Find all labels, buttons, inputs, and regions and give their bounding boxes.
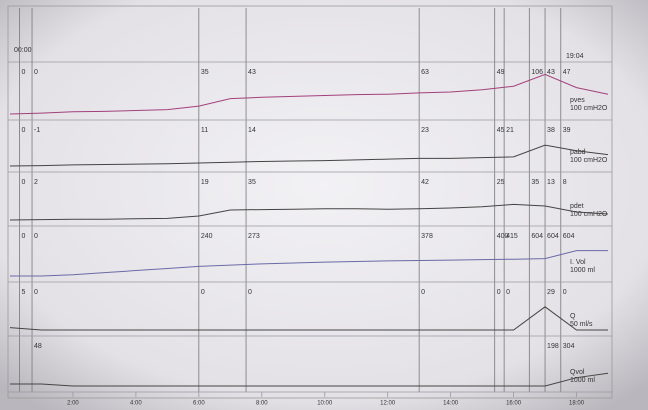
time-tick-label: 16:00 <box>506 401 522 407</box>
marker-label: 38 <box>547 127 555 134</box>
marker-label: 240 <box>201 233 213 240</box>
time-tick-label: 10:00 <box>317 401 333 407</box>
marker-label: 0 <box>201 289 205 296</box>
page: {"header": {"start": "00:00", "end": "19… <box>0 0 648 410</box>
marker-label: 63 <box>421 69 429 76</box>
marker-label: 2 <box>34 179 38 186</box>
marker-label: 0 <box>21 233 25 240</box>
marker-label: 21 <box>506 127 514 134</box>
channel-unit: 100 cmH2O <box>570 105 608 112</box>
marker-label: 0 <box>21 69 25 76</box>
marker-label: 23 <box>421 127 429 134</box>
channel-name: Q <box>570 313 576 320</box>
marker-label: 42 <box>421 179 429 186</box>
marker-label: 0 <box>21 127 25 134</box>
marker-label: 106 <box>531 69 543 76</box>
marker-label: 0 <box>34 69 38 76</box>
channel-name: I. Vol <box>570 259 586 266</box>
marker-label: 0 <box>421 289 425 296</box>
marker-label: 35 <box>248 179 256 186</box>
time-tick-label: 2:00 <box>67 401 79 407</box>
marker-label: 48 <box>34 343 42 350</box>
marker-label: 13 <box>547 179 555 186</box>
marker-label: 5 <box>21 289 25 296</box>
time-tick-label: 14:00 <box>443 401 459 407</box>
marker-label: 29 <box>547 289 555 296</box>
marker-label: 0 <box>497 289 501 296</box>
time-tick-label: 12:00 <box>380 401 396 407</box>
end-time: 19:04 <box>566 53 584 60</box>
marker-label: 604 <box>563 233 575 240</box>
marker-label: 304 <box>563 343 575 350</box>
marker-label: 415 <box>506 233 518 240</box>
marker-label: -1 <box>34 127 40 134</box>
marker-label: 198 <box>547 343 559 350</box>
marker-label: 0 <box>506 289 510 296</box>
marker-label: 47 <box>563 69 571 76</box>
marker-label: 8 <box>563 179 567 186</box>
urodynamic-chart: 00:00 19:04 2:00 4:00 6:00 8:00 10:00 12:00 14… <box>0 0 648 410</box>
marker-label: 11 <box>201 127 208 134</box>
marker-label: 43 <box>547 69 555 76</box>
channel-unit: 50 ml/s <box>570 321 593 328</box>
marker-label: 25 <box>497 179 505 186</box>
marker-label: 14 <box>248 127 256 134</box>
marker-label: 0 <box>248 289 252 296</box>
marker-label: 49 <box>497 69 505 76</box>
marker-label: 378 <box>421 233 433 240</box>
marker-label: 45 <box>497 127 505 134</box>
marker-label: 35 <box>531 179 539 186</box>
marker-label: 19 <box>201 179 209 186</box>
time-tick-label: 6:00 <box>193 401 205 407</box>
channel-name: pdet <box>570 203 584 210</box>
marker-label: 604 <box>547 233 559 240</box>
time-tick-label: 4:00 <box>130 401 142 407</box>
marker-label: 35 <box>201 69 209 76</box>
time-tick-label: 18:00 <box>569 401 585 407</box>
marker-label: 604 <box>531 233 543 240</box>
marker-label: 0 <box>21 179 25 186</box>
channel-name: pves <box>570 97 585 104</box>
channel-unit: 100 cmH2O <box>570 157 608 164</box>
marker-label: 0 <box>34 233 38 240</box>
marker-label: 0 <box>34 289 38 296</box>
start-time: 00:00 <box>14 47 32 54</box>
marker-label: 0 <box>563 289 567 296</box>
time-tick-label: 8:00 <box>256 401 268 407</box>
channel-name: Qvol <box>570 369 585 376</box>
marker-label: 43 <box>248 69 256 76</box>
channel-unit: 1000 ml <box>570 267 595 274</box>
marker-label: 39 <box>563 127 571 134</box>
marker-label: 273 <box>248 233 260 240</box>
